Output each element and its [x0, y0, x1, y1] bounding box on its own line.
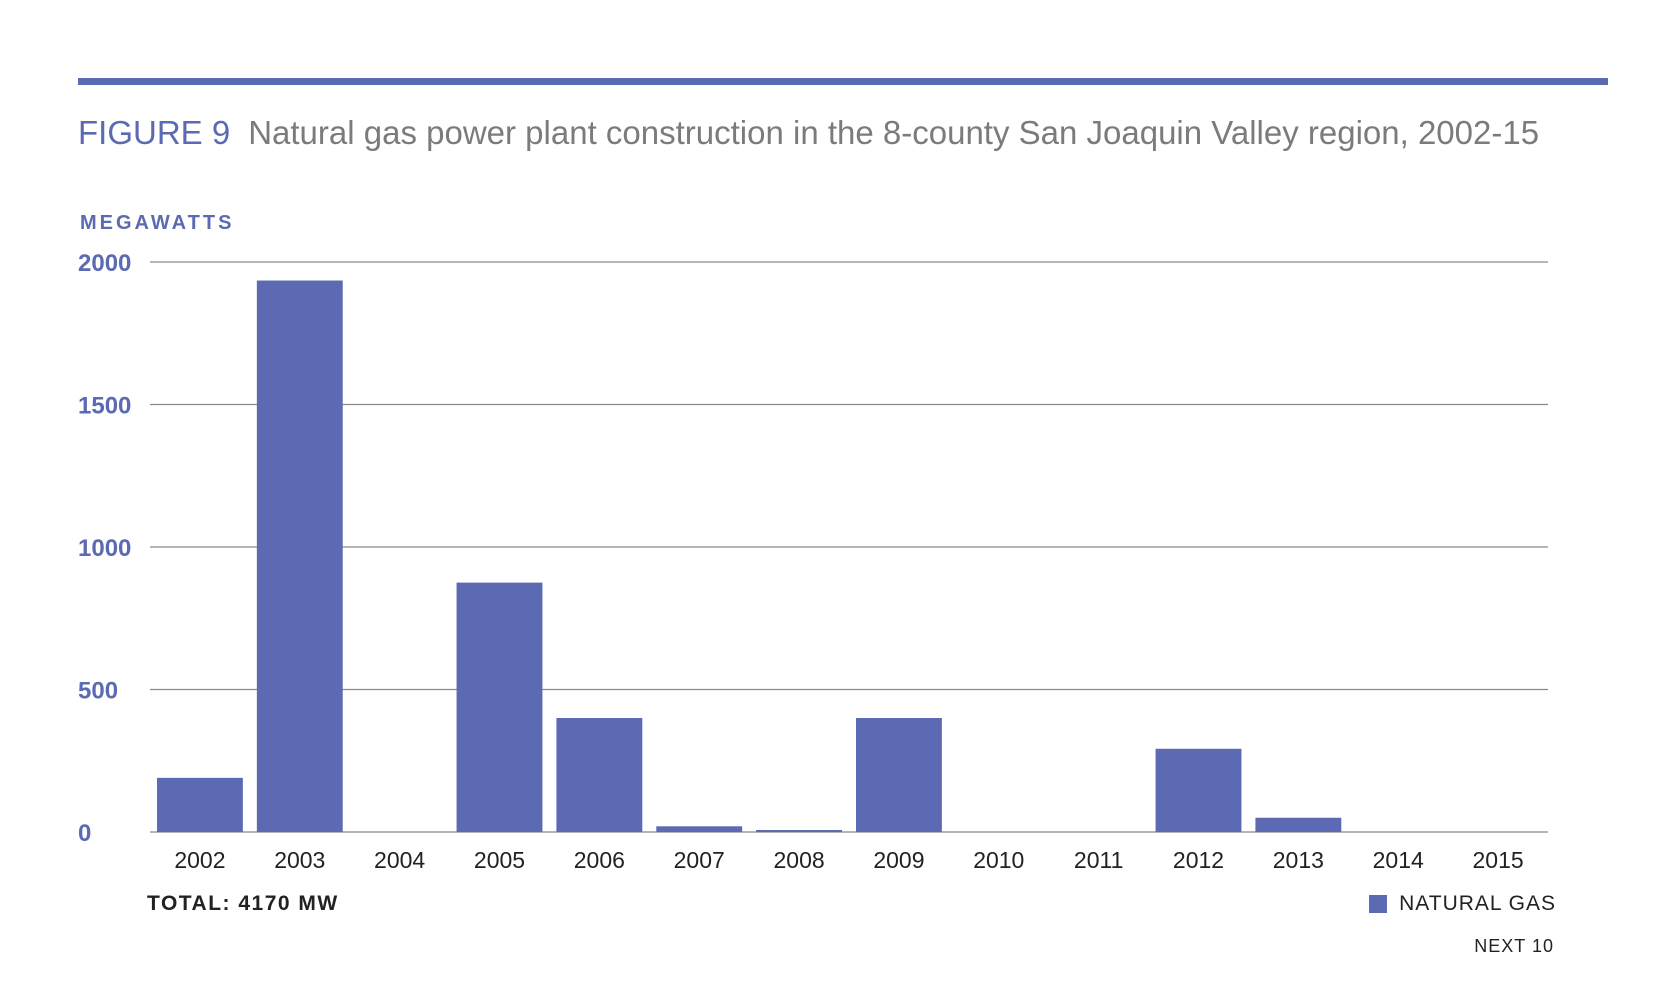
x-tick-label: 2002 — [174, 847, 225, 873]
x-tick-label: 2007 — [674, 847, 725, 873]
figure-title: FIGURE 9 Natural gas power plant construc… — [78, 114, 1638, 152]
bar — [1255, 817, 1342, 832]
x-tick-label: 2003 — [274, 847, 325, 873]
total-label: TOTAL: 4170 MW — [147, 892, 339, 915]
figure-title-text: Natural gas power plant construction in … — [248, 114, 1540, 151]
source-label: NEXT 10 — [1474, 936, 1554, 956]
x-tick-label: 2005 — [474, 847, 525, 873]
bar — [855, 718, 942, 832]
y-tick-label: 500 — [78, 678, 118, 705]
x-tick-label: 2006 — [574, 847, 625, 873]
y-tick-label: 1500 — [78, 393, 131, 420]
x-tick-label: 2013 — [1273, 847, 1324, 873]
x-tick-label: 2011 — [1074, 847, 1123, 873]
x-tick-label: 2014 — [1373, 847, 1424, 873]
bar — [656, 826, 743, 832]
x-tick-label: 2015 — [1472, 847, 1523, 873]
figure-label: FIGURE 9 — [78, 114, 231, 151]
legend: NATURAL GAS — [1369, 892, 1556, 916]
x-tick-label: 2012 — [1173, 847, 1224, 873]
x-tick-label: 2004 — [374, 847, 425, 873]
y-tick-label: 0 — [78, 820, 91, 847]
top-rule — [78, 78, 1608, 85]
x-tick-label: 2010 — [973, 847, 1024, 873]
y-axis-label: MEGAWATTS — [80, 212, 234, 234]
y-tick-label: 1000 — [78, 535, 131, 562]
legend-label: NATURAL GAS — [1399, 892, 1556, 915]
bar — [256, 280, 343, 832]
bar — [456, 582, 543, 832]
y-tick-label: 2000 — [78, 250, 131, 277]
bar — [156, 777, 243, 832]
x-tick-label: 2009 — [873, 847, 924, 873]
bar — [556, 718, 643, 832]
x-tick-label: 2008 — [773, 847, 824, 873]
bar — [1155, 748, 1242, 832]
bar — [756, 830, 843, 832]
legend-swatch — [1369, 895, 1388, 913]
